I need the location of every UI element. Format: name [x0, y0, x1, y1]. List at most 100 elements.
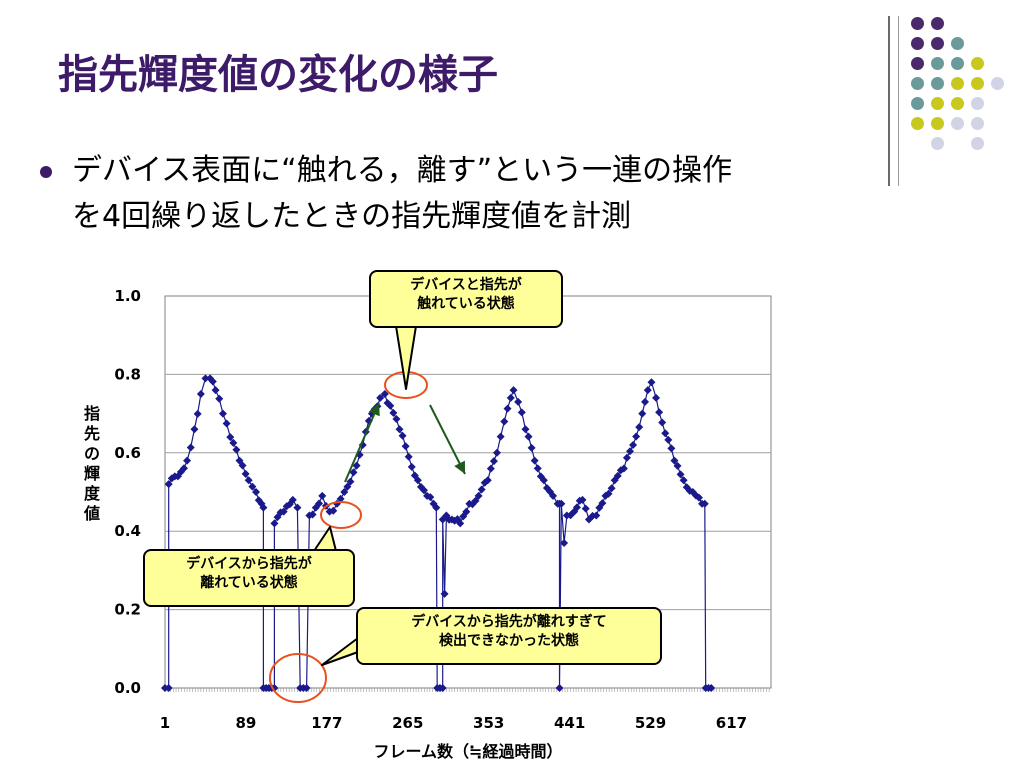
decor-dot [971, 57, 984, 70]
data-point [208, 377, 217, 386]
data-point [398, 431, 407, 440]
data-point [500, 417, 509, 426]
data-point [222, 419, 231, 428]
data-point [514, 397, 523, 406]
data-point [201, 374, 210, 383]
callout-apart-line-1: デバイスから指先が [186, 556, 312, 572]
data-point [483, 476, 492, 485]
decor-dot [971, 97, 984, 110]
decor-dot [911, 117, 924, 130]
data-point [193, 409, 202, 418]
rising-arrow [344, 402, 380, 483]
data-point [707, 684, 716, 692]
data-point [395, 425, 404, 434]
data-point [252, 488, 261, 496]
data-point [486, 464, 495, 473]
bullet-text-line-2: を4回繰り返したときの指先輝度値を計測 [72, 199, 632, 234]
bullet-text-line-1: デバイス表面に“触れる，離す”という一連の操作 [72, 153, 733, 188]
decor-dot [911, 17, 924, 30]
data-point [336, 494, 345, 503]
data-point [655, 408, 664, 417]
data-point [527, 443, 536, 452]
data-point [238, 461, 247, 470]
x-tick-label: 89 [235, 714, 256, 732]
data-point [226, 433, 235, 442]
x-tick-label: 441 [554, 714, 585, 732]
data-point [643, 386, 652, 395]
data-point [293, 503, 302, 512]
data-point [218, 409, 227, 418]
decor-dot [951, 77, 964, 90]
data-point [376, 393, 385, 402]
data-point [652, 393, 661, 402]
data-point [404, 452, 413, 461]
data-point [211, 386, 220, 395]
data-point [407, 462, 416, 471]
callout-touching-line-1: デバイスと指先が [410, 277, 522, 293]
data-point [346, 477, 355, 486]
data-point [308, 510, 317, 519]
data-point [607, 484, 616, 493]
data-point [279, 507, 288, 516]
data-point [638, 409, 647, 418]
x-tick-label: 1 [160, 714, 170, 732]
data-point [229, 438, 238, 447]
data-point [315, 499, 324, 508]
decor-dot [931, 97, 944, 110]
data-point [496, 432, 505, 441]
decor-dot [971, 77, 984, 90]
data-point [456, 519, 465, 528]
data-point [302, 684, 311, 692]
data-point [622, 453, 631, 462]
data-point [329, 506, 338, 515]
decor-dot [911, 97, 924, 110]
data-point [477, 485, 486, 494]
data-point [647, 378, 656, 387]
data-point [432, 503, 441, 512]
decor-dot [971, 137, 984, 150]
data-point [629, 440, 638, 449]
data-point [164, 480, 173, 489]
data-point [533, 464, 542, 473]
decor-dot [951, 57, 964, 70]
data-point [492, 448, 501, 457]
data-point [386, 401, 395, 410]
data-point [572, 503, 581, 512]
data-point [506, 393, 515, 402]
data-point [462, 507, 471, 516]
data-point [248, 482, 257, 491]
data-point [259, 503, 268, 512]
y-tick-label: 0.2 [114, 601, 141, 619]
data-point [578, 495, 587, 504]
callout-undetected-line-1: デバイスから指先が離れすぎて [411, 614, 607, 630]
decor-divider-line [888, 16, 890, 186]
data-point [438, 684, 447, 692]
highlight-ellipse-apart [320, 501, 362, 529]
data-point [164, 684, 173, 692]
data-point [440, 589, 449, 598]
data-point [566, 511, 575, 520]
chart-annotations [269, 325, 466, 703]
data-point [555, 684, 564, 692]
decor-dot [931, 137, 944, 150]
data-point [190, 425, 199, 434]
data-point [183, 456, 192, 465]
data-point [664, 435, 673, 444]
y-axis-label: 指先の輝度値 [83, 404, 101, 523]
callout-undetected: デバイスから指先が離れすぎて 検出できなかった状態 [356, 607, 662, 665]
data-point [503, 404, 512, 413]
decor-dot [931, 117, 944, 130]
data-point [632, 432, 641, 441]
data-point [180, 464, 189, 473]
decor-dot [931, 17, 944, 30]
falling-arrow [429, 404, 466, 475]
decor-dot [951, 117, 964, 130]
chart-series-brightness [161, 374, 716, 692]
x-tick-label: 353 [473, 714, 504, 732]
data-point [667, 444, 676, 453]
data-point [288, 495, 297, 504]
data-point [349, 468, 358, 477]
data-point [604, 489, 613, 498]
decor-dot [911, 57, 924, 70]
y-tick-label: 0.0 [114, 679, 141, 697]
